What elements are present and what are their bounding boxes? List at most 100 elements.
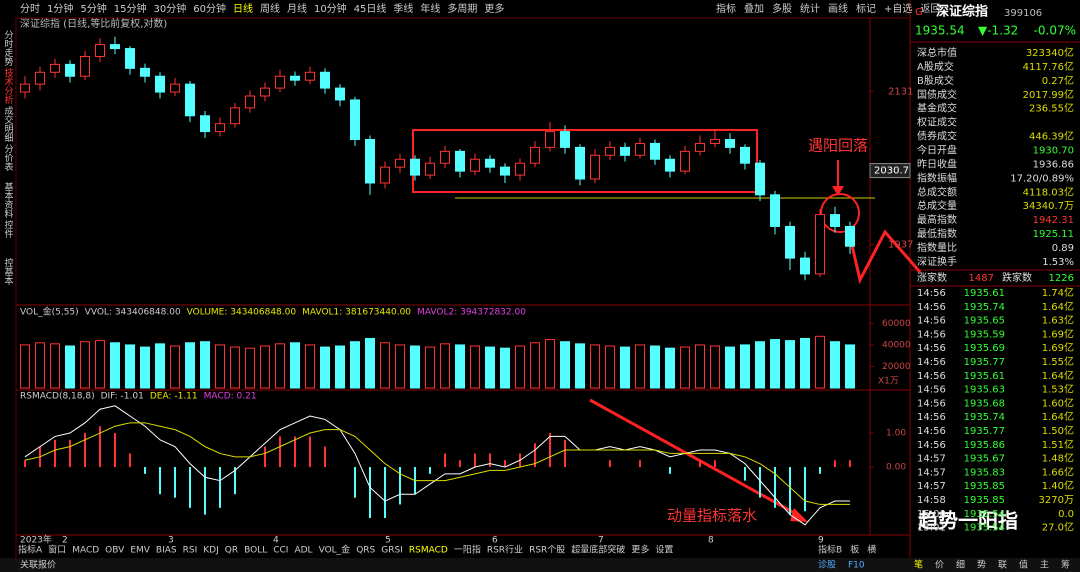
trade-volume: 1.53亿 [1042,383,1074,396]
period-tab[interactable]: 分时 [20,3,40,15]
indicator-tab[interactable]: BIAS [156,546,177,556]
indicator-tab[interactable]: VOL_金 [319,544,351,556]
period-tab[interactable]: 季线 [393,2,413,15]
period-tab[interactable]: 日线 [233,2,253,15]
trade-time: 14:56 [917,426,946,437]
trade-volume: 0.0 [1058,509,1074,520]
indicator-tab[interactable]: MACD [72,546,99,556]
panel-tab[interactable]: 势 [977,559,986,571]
period-tab[interactable]: 30分钟 [153,2,186,15]
tool-button[interactable]: 指标 [716,2,736,15]
panel-tab[interactable]: 价 [935,560,944,571]
period-tab[interactable]: 月线 [287,2,307,15]
tool-button[interactable]: 返回 [920,3,940,15]
indicator-tab[interactable]: 设置 [655,545,673,556]
breadth-value: 1226 [1049,273,1074,284]
sidebar-tab[interactable]: 控基本 [3,257,14,286]
sidebar-tab[interactable]: 基本资料 [3,181,14,219]
candle-body [215,123,225,133]
indicator-tab[interactable]: BOLL [244,546,267,556]
period-tab[interactable]: 周线 [260,2,280,15]
indicator-tab[interactable]: CCI [273,546,288,556]
sidebar-tab[interactable]: 技术分析 [3,67,14,105]
indicator-header: VVOL: 343406848.00 [85,308,181,318]
tool-button[interactable]: 标记 [856,3,876,15]
stat-label: B股成交 [917,74,954,87]
period-tab[interactable]: 15分钟 [114,2,147,15]
trade-time: 14:56 [917,343,946,354]
indicator-tab[interactable]: QRS [356,546,375,556]
indicator-tab[interactable]: RSI [183,546,198,556]
candle-body [275,75,285,89]
trade-price: 1935.74 [964,302,1005,313]
tool-button[interactable]: 画线 [828,2,848,15]
volume-bar [80,341,90,389]
volume-bar [800,337,810,389]
tool-button[interactable]: 统计 [800,2,820,15]
period-tab[interactable]: 1分钟 [47,2,73,15]
indicator-tab[interactable]: 横 [867,544,876,556]
candle-body [125,48,135,69]
indicator-tab[interactable]: ADL [294,546,312,556]
indicator-tab[interactable]: RSMACD [409,546,448,556]
trade-price: 1935.86 [964,440,1005,451]
indicator-tab[interactable]: 指标B [818,544,842,556]
tool-button[interactable]: 叠加 [744,3,764,15]
sidebar-tab[interactable]: 分价表 [3,144,14,172]
indicator-tab[interactable]: KDJ [203,546,219,556]
zigzag [846,227,922,285]
candle-body [65,63,75,77]
trade-volume: 1.60亿 [1042,396,1074,409]
indicator-tab[interactable]: OBV [105,546,125,556]
status-button[interactable]: F10 [848,561,865,571]
sidebar-tab[interactable]: 控件 [3,219,14,239]
volume-bar [530,342,540,389]
trade-time: 15:01 [917,523,946,534]
indicator-tab[interactable]: 更多 [631,544,649,556]
indicator-tab[interactable]: GRSI [381,546,403,556]
trade-volume: 1.69亿 [1042,341,1074,354]
period-tab[interactable]: 年线 [420,2,440,15]
dif-line [24,405,850,526]
status-button[interactable]: 诊股 [818,559,836,571]
trade-time: 14:57 [917,481,946,492]
panel-tab[interactable]: 联 [998,560,1007,571]
candle-body [380,166,390,184]
sidebar-tab[interactable]: 分时走势 [3,30,14,67]
panel-tab[interactable]: 值 [1019,559,1028,571]
period-tab[interactable]: 45日线 [354,2,387,15]
indicator-tab[interactable]: 窗口 [48,544,66,556]
panel-tab[interactable]: 笔 [914,559,923,571]
panel-tab[interactable]: 筹 [1061,559,1070,571]
volume-bar [140,346,150,389]
tool-button[interactable]: 多股 [772,2,792,15]
period-tab[interactable]: 10分钟 [314,2,347,15]
period-tab[interactable]: 多周期 [447,2,477,15]
tool-button[interactable]: +自选 [884,2,912,15]
panel-tab[interactable]: 主 [1040,559,1049,571]
period-tab[interactable]: 更多 [484,2,504,15]
candle-body [425,162,435,176]
indicator-tab[interactable]: 一阳指 [454,544,481,556]
volume-bar [665,347,675,389]
candle-body [740,146,750,164]
indicator-tab[interactable]: 指标A [18,544,43,556]
candle-body [845,225,855,247]
period-tab[interactable]: 5分钟 [80,2,106,15]
period-tab[interactable]: 60分钟 [193,2,226,15]
volume-bar [335,345,345,389]
indicator-tab[interactable]: QR [225,546,238,556]
indicator-tab[interactable]: 板 [850,544,859,556]
volume-bar [110,342,120,389]
volume-bar [500,347,510,389]
indicator-tab[interactable]: 超量底部突破 [571,544,625,556]
volume-bar [20,344,30,389]
indicator-tab[interactable]: EMV [130,546,150,556]
indicator-tab[interactable]: RSR行业 [487,544,523,556]
sidebar-tab[interactable]: 成交明细 [3,105,14,142]
price-marker-label: 2030.7 [874,166,909,177]
panel-tab[interactable]: 细 [956,559,965,571]
trade-volume: 1.74亿 [1042,286,1074,299]
indicator-tab[interactable]: RSR个股 [529,545,565,556]
indicator-header: DIF: -1.01 [101,392,144,402]
